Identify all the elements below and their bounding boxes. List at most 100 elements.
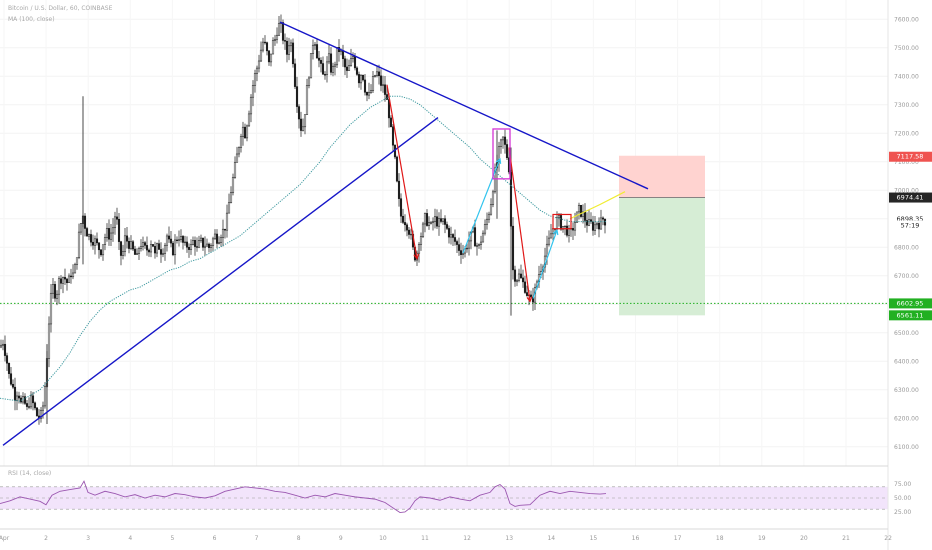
- candle-body: [137, 248, 141, 254]
- candle-body: [63, 277, 67, 280]
- rsi-tick-label: 50.00: [894, 495, 911, 502]
- candle-body: [357, 74, 361, 84]
- candle-body: [425, 213, 429, 226]
- candle-body: [565, 225, 569, 236]
- candle-body: [517, 273, 521, 281]
- candle-body: [449, 234, 453, 238]
- candle-body: [331, 65, 335, 73]
- price-badge-label: 57:19: [901, 221, 920, 229]
- cyan-arrow-2: [532, 229, 558, 299]
- candle-body: [483, 224, 487, 234]
- candle-body: [7, 362, 11, 374]
- candle-body: [95, 238, 99, 244]
- drawings[interactable]: [2, 21, 649, 446]
- candle-body: [35, 407, 39, 417]
- candle-body: [345, 66, 349, 71]
- candle-body: [149, 244, 153, 253]
- candle-body: [79, 223, 83, 233]
- candle-body: [459, 250, 463, 255]
- candle-body: [1, 343, 5, 346]
- price-tick-label: 6400.00: [894, 358, 919, 365]
- rsi-line: [0, 480, 607, 514]
- candle-body: [197, 240, 201, 248]
- candle-body: [487, 213, 491, 220]
- time-tick-label: 17: [674, 535, 682, 542]
- candle-body: [431, 221, 435, 223]
- candle-body: [453, 237, 457, 242]
- candle-body: [301, 126, 305, 131]
- rsi-tick-label: 25.00: [894, 509, 911, 516]
- candle-body: [567, 228, 571, 236]
- time-tick-label: 14: [547, 535, 555, 542]
- candle-body: [579, 204, 583, 217]
- candle-body: [281, 22, 285, 41]
- candle-body: [49, 292, 53, 325]
- candle-body: [183, 241, 187, 244]
- candle-body: [327, 53, 331, 63]
- candle-body: [43, 386, 47, 407]
- cyan-arrow-1-head: [495, 157, 502, 164]
- candle-body: [147, 249, 151, 253]
- candle-body: [489, 204, 493, 215]
- candle-body: [457, 244, 461, 251]
- price-badge: [889, 151, 932, 162]
- candle-body: [233, 162, 237, 178]
- candle-body: [231, 177, 235, 193]
- candle-body: [243, 126, 247, 139]
- candle-body: [15, 395, 19, 401]
- candle-body: [287, 45, 291, 55]
- candle-body: [87, 234, 91, 237]
- candle-body: [581, 211, 585, 217]
- candle-body: [433, 216, 437, 222]
- candle-body: [191, 240, 195, 245]
- candle-body: [427, 222, 431, 226]
- candle-body: [575, 211, 579, 223]
- candle-body: [269, 53, 273, 63]
- red-arrow-2-head: [526, 296, 533, 303]
- price-tick-label: 7000.00: [894, 187, 919, 194]
- candle-body: [323, 74, 327, 76]
- candle-body: [175, 239, 179, 241]
- candle-body: [77, 231, 81, 258]
- price-tick-label: 6500.00: [894, 330, 919, 337]
- candle-body: [361, 74, 365, 81]
- candle-body: [71, 272, 75, 278]
- time-tick-label: 16: [632, 535, 640, 542]
- candle-body: [9, 373, 13, 385]
- price-tick-label: 7200.00: [894, 130, 919, 137]
- time-tick-label: 10: [379, 535, 387, 542]
- candle-body: [555, 217, 559, 230]
- candle-body: [59, 278, 63, 284]
- symbol-legend: Bitcoin / U.S. Dollar, 60, COINBASE: [8, 5, 113, 12]
- time-tick-label: 13: [505, 535, 513, 542]
- candle-body: [245, 125, 249, 139]
- candle-body: [381, 84, 385, 86]
- candle-body: [275, 34, 279, 40]
- candle-body: [221, 228, 225, 238]
- candle-body: [349, 58, 353, 66]
- candle-body: [91, 241, 95, 246]
- candle-body: [105, 228, 109, 238]
- candle-body: [583, 211, 587, 221]
- candle-body: [405, 224, 409, 231]
- candle-body: [101, 244, 105, 256]
- price-badge: [889, 310, 932, 321]
- candle-body: [241, 126, 245, 137]
- candle-body: [573, 222, 577, 231]
- candle-body: [271, 40, 275, 55]
- candle-body: [253, 73, 257, 86]
- candle-body: [315, 44, 319, 59]
- candle-body: [67, 275, 71, 284]
- price-tick-label: 7500.00: [894, 45, 919, 52]
- price-badge-label: 6974.41: [897, 194, 924, 202]
- price-tick-label: 6800.00: [894, 244, 919, 251]
- price-badge: [889, 298, 932, 309]
- candle-body: [419, 236, 423, 245]
- magenta-box: [492, 128, 511, 180]
- candle-body: [559, 215, 563, 230]
- candle-body: [399, 198, 403, 217]
- candle-body: [587, 219, 591, 226]
- candle-body: [223, 228, 227, 231]
- candle-body: [265, 42, 269, 52]
